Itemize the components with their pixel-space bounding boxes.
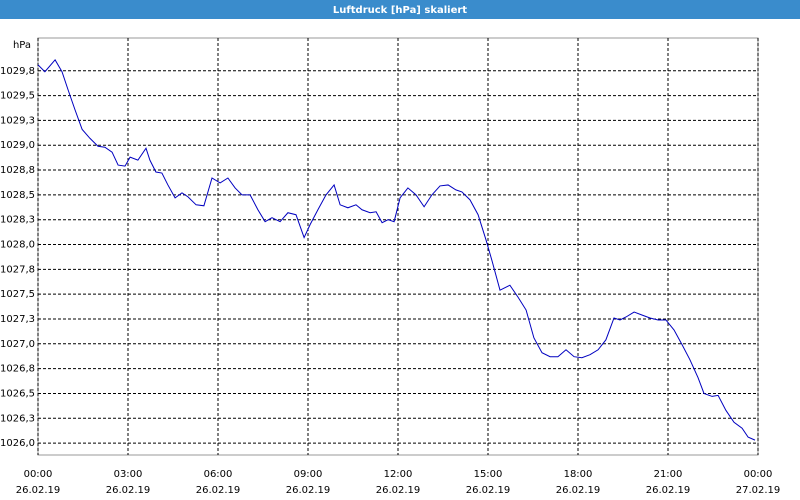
x-tick-label: 15:00 xyxy=(474,469,503,480)
y-tick-label: 1029,5 xyxy=(0,91,35,102)
x-tick-date: 26.02.19 xyxy=(286,485,331,496)
x-tick-label: 03:00 xyxy=(114,469,143,480)
title-bar xyxy=(0,0,800,19)
y-unit: hPa xyxy=(13,40,31,51)
x-tick-date: 26.02.19 xyxy=(376,485,421,496)
x-tick-label: 12:00 xyxy=(384,469,413,480)
x-tick-date: 26.02.19 xyxy=(16,485,61,496)
y-tick-label: 1028,3 xyxy=(0,215,35,226)
y-tick-label: 1027,3 xyxy=(0,314,35,325)
y-tick-label: 1026,3 xyxy=(0,413,35,424)
x-tick-date: 26.02.19 xyxy=(106,485,151,496)
y-tick-label: 1028,8 xyxy=(0,165,35,176)
x-tick-date: 26.02.19 xyxy=(556,485,601,496)
y-tick-label: 1026,5 xyxy=(0,388,35,399)
chart-title: Luftdruck [hPa] skaliert xyxy=(333,5,467,16)
x-tick-label: 09:00 xyxy=(294,469,323,480)
y-tick-label: 1028,0 xyxy=(0,240,35,251)
y-tick-label: 1028,5 xyxy=(0,190,35,201)
x-tick-label: 00:00 xyxy=(744,469,773,480)
y-tick-label: 1029,8 xyxy=(0,66,35,77)
y-tick-label: 1029,3 xyxy=(0,115,35,126)
x-tick-date: 26.02.19 xyxy=(466,485,511,496)
x-tick-date: 26.02.19 xyxy=(196,485,241,496)
x-tick-label: 06:00 xyxy=(204,469,233,480)
y-tick-label: 1027,5 xyxy=(0,289,35,300)
y-tick-label: 1026,0 xyxy=(0,438,35,449)
y-tick-label: 1027,8 xyxy=(0,264,35,275)
data-line xyxy=(37,58,756,441)
y-tick-label: 1029,0 xyxy=(0,140,35,151)
x-tick-label: 18:00 xyxy=(564,469,593,480)
x-tick-date: 26.02.19 xyxy=(646,485,691,496)
x-tick-date: 27.02.19 xyxy=(736,485,781,496)
y-tick-label: 1027,0 xyxy=(0,339,35,350)
x-tick-label: 00:00 xyxy=(24,469,53,480)
x-tick-label: 21:00 xyxy=(654,469,683,480)
y-tick-label: 1026,8 xyxy=(0,364,35,375)
